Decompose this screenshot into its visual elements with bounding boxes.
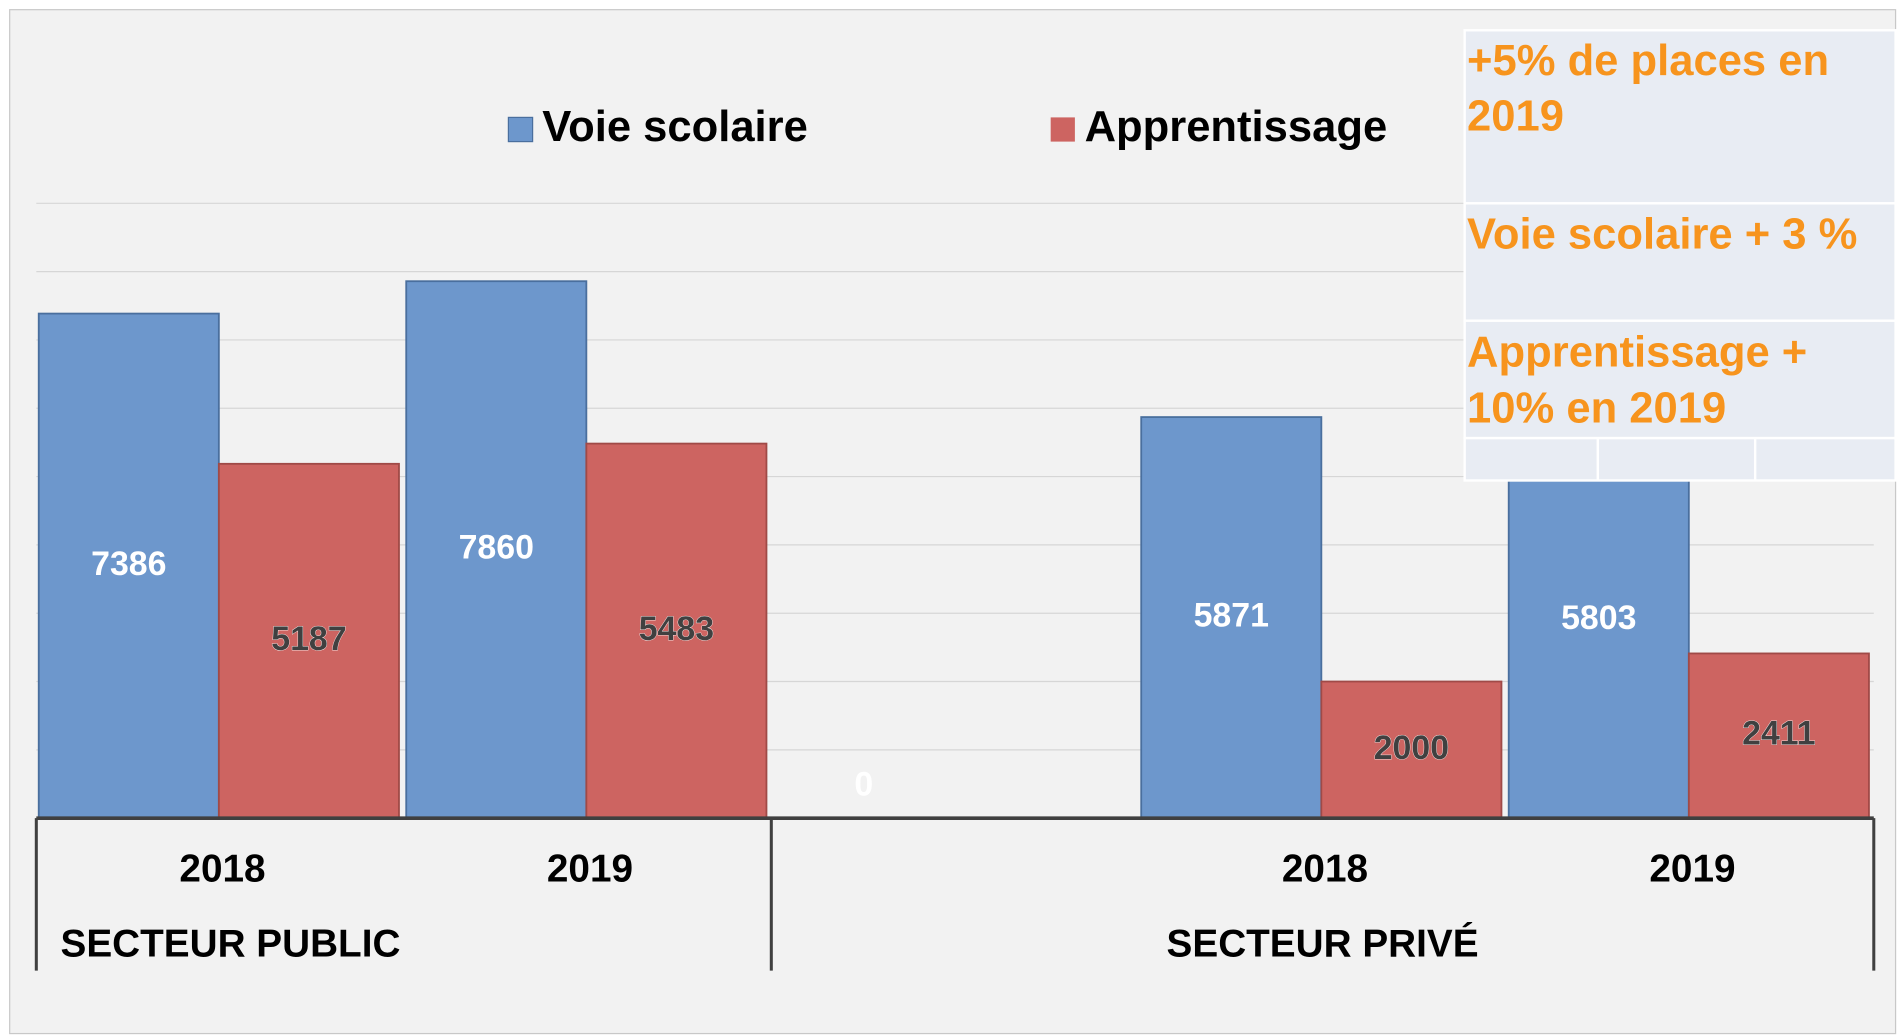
annotation-cell (1463, 29, 1897, 205)
bar (1507, 420, 1690, 820)
value-label: 5803 (1561, 599, 1636, 637)
bar (1687, 652, 1870, 820)
bar (585, 442, 768, 820)
annotation: Voie scolaire + 3 % (1467, 211, 1857, 259)
value-label: 5187 (271, 620, 346, 658)
legend-swatch (507, 116, 534, 143)
value-label: 2000 (1374, 729, 1449, 767)
bar (1320, 680, 1503, 820)
annotation-cell (1463, 202, 1897, 322)
x-tick-label: 2018 (1282, 848, 1368, 891)
legend-swatch (1050, 117, 1075, 142)
value-label: 2411 (1742, 715, 1816, 753)
annotation-cell (1463, 436, 1897, 482)
annotation-box: +5% de places en 2019 Voie scolaire + 3 % A… (1463, 29, 1897, 482)
group-label: SECTEUR PRIVÉ (1167, 922, 1479, 966)
value-label: 5483 (639, 610, 714, 648)
annotation: Apprentissage +10% en 2019 (1467, 328, 1807, 432)
bar (37, 312, 220, 820)
value-label: 0 (854, 766, 873, 804)
annotation-cell (1463, 319, 1897, 440)
x-tick-label: 2019 (1649, 848, 1735, 891)
x-tick-label: 2018 (179, 848, 265, 891)
annotation: +5% de places en 2019 (1467, 36, 1829, 140)
value-label: 7386 (91, 545, 166, 583)
legend-label: Apprentissage (1085, 103, 1388, 151)
group-label: SECTEUR PUBLIC (61, 923, 401, 966)
value-label: 5871 (1194, 597, 1269, 635)
bar (217, 462, 400, 820)
legend-label: Voie scolaire (542, 103, 808, 151)
value-label: 7860 (459, 529, 534, 567)
bar (1140, 416, 1323, 820)
x-tick-label: 2019 (547, 848, 633, 891)
